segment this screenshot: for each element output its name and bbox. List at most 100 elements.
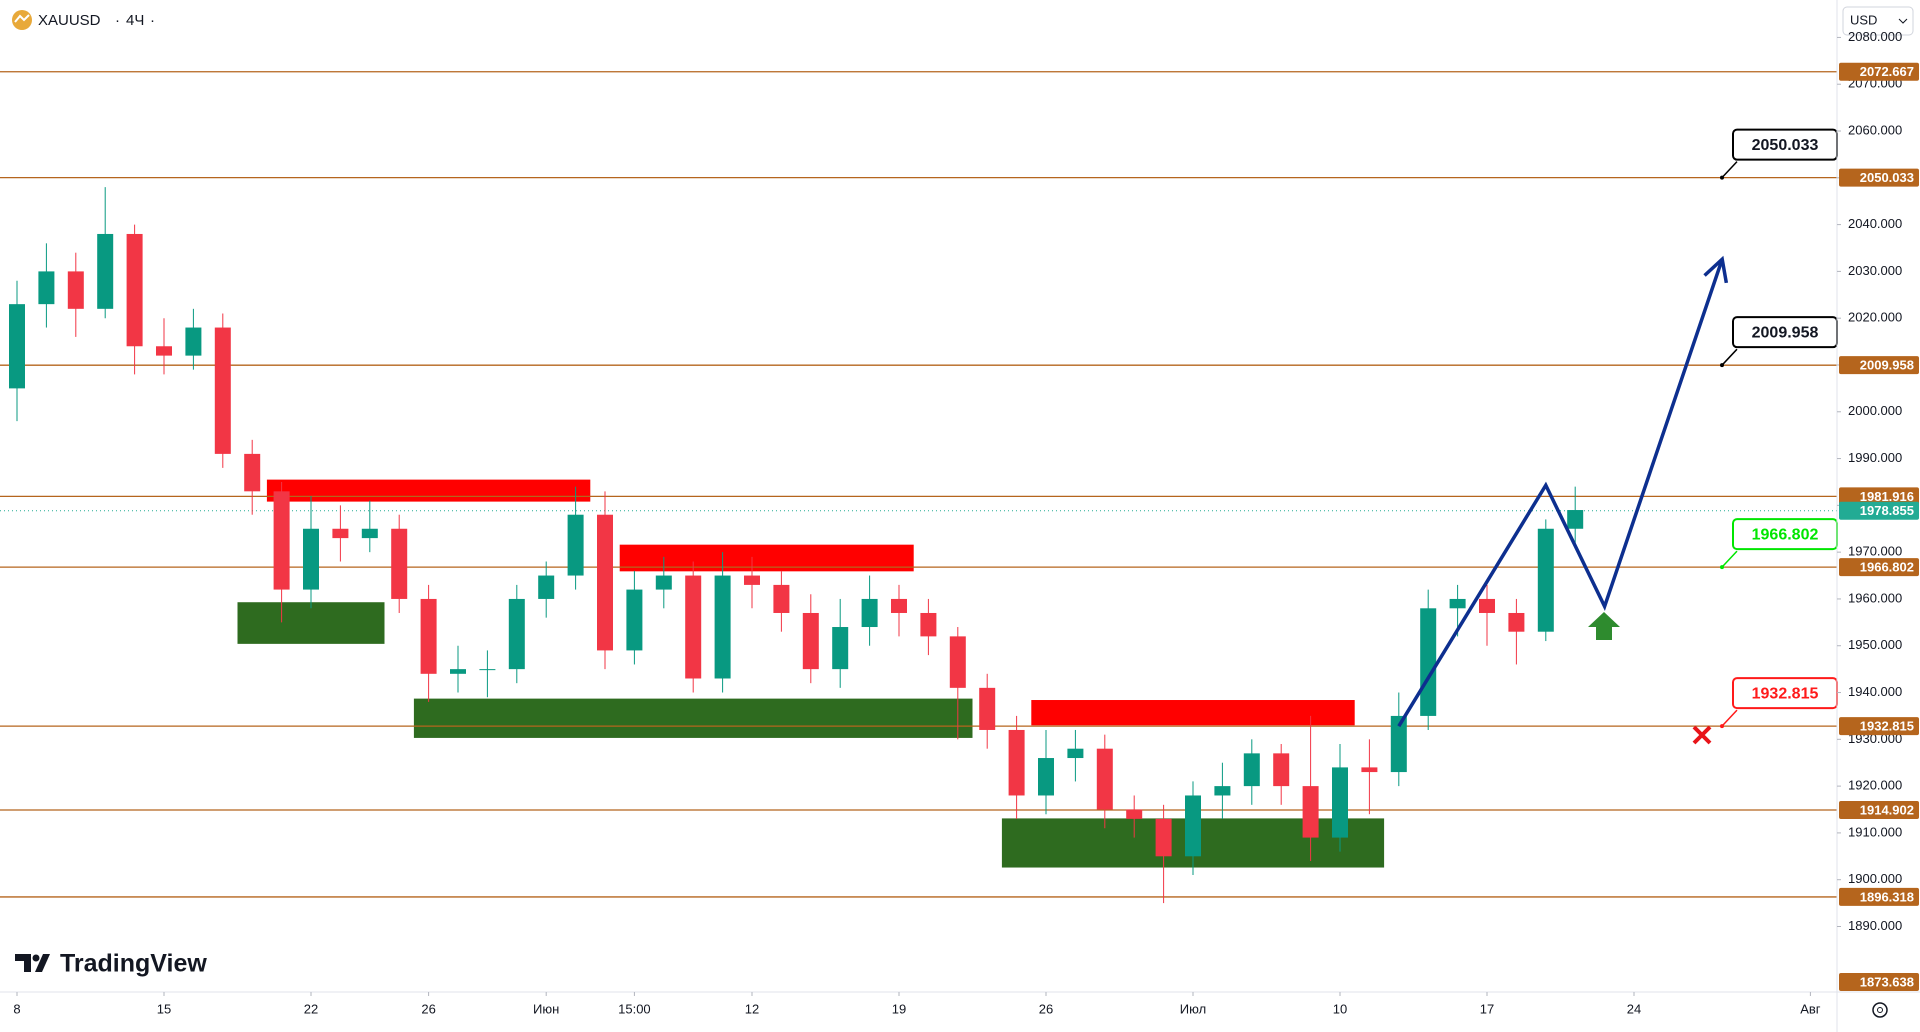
candle-body bbox=[626, 589, 643, 651]
candle-body bbox=[949, 636, 966, 688]
level-tag: 1981.916 bbox=[1860, 489, 1914, 504]
candle-body bbox=[1449, 598, 1466, 609]
level-tag-box bbox=[1839, 62, 1919, 81]
y-tick-label: 1990.000 bbox=[1848, 450, 1902, 465]
candle-body bbox=[126, 233, 143, 347]
candle-body bbox=[979, 687, 996, 730]
callout-anchor bbox=[1720, 363, 1724, 368]
level-tag: 1914.902 bbox=[1860, 802, 1914, 817]
candle-body bbox=[1508, 612, 1525, 632]
candle-body bbox=[538, 575, 555, 599]
x-tick-label: 8 bbox=[13, 1001, 20, 1016]
callout-anchor bbox=[1720, 724, 1724, 729]
symbol-icon bbox=[12, 10, 32, 30]
x-tick-label: 10 bbox=[1333, 1001, 1347, 1016]
y-tick-label: 1900.000 bbox=[1848, 871, 1902, 886]
candle-body bbox=[1302, 786, 1319, 838]
candle-body bbox=[1390, 715, 1407, 773]
y-tick-label: 1910.000 bbox=[1848, 824, 1902, 839]
candle-body bbox=[1332, 767, 1348, 838]
candle-body bbox=[38, 271, 55, 305]
currency-box[interactable] bbox=[1842, 6, 1914, 36]
symbol[interactable]: XAUUSD bbox=[38, 12, 101, 29]
candle-body bbox=[1185, 795, 1201, 857]
stop-icon bbox=[1692, 725, 1712, 745]
level-tag-box bbox=[1839, 717, 1919, 736]
settings-icon-core bbox=[1877, 1007, 1883, 1013]
level-tag: 2072.667 bbox=[1860, 64, 1914, 79]
candle-body bbox=[185, 327, 202, 356]
x-tick-label: 15 bbox=[157, 1001, 171, 1016]
y-tick-label: 2020.000 bbox=[1848, 310, 1902, 325]
callout-label: 1932.815 bbox=[1752, 685, 1819, 702]
candle-body bbox=[1008, 729, 1025, 796]
y-tick-label: 2000.000 bbox=[1848, 403, 1902, 418]
candle-body bbox=[1420, 608, 1437, 716]
candle-body bbox=[1273, 753, 1290, 787]
candle-body bbox=[244, 453, 261, 492]
callout-label: 1966.802 bbox=[1752, 526, 1819, 543]
currency[interactable]: USD bbox=[1850, 12, 1877, 27]
zone bbox=[266, 479, 591, 502]
callout-anchor bbox=[1720, 175, 1724, 180]
callout-label: 2050.033 bbox=[1752, 137, 1819, 154]
candle-body bbox=[67, 271, 84, 309]
candle-body bbox=[1096, 748, 1113, 810]
candle-body bbox=[714, 575, 731, 679]
brand-logo[interactable]: TradingView bbox=[15, 950, 207, 978]
separator: · bbox=[150, 12, 155, 29]
plot-layer: 2050.033 2009.958 1966.802 1932.815 bbox=[0, 71, 1838, 904]
x-tick-label: 19 bbox=[892, 1001, 906, 1016]
interval[interactable]: 4Ч bbox=[126, 12, 144, 29]
logo-glyph bbox=[32, 954, 40, 962]
bottom-tag-box bbox=[1839, 973, 1919, 991]
candle-body bbox=[861, 598, 878, 628]
level-tag-box bbox=[1839, 356, 1919, 375]
callout-anchor bbox=[1720, 565, 1724, 570]
candle-body bbox=[891, 598, 907, 613]
candle-body bbox=[1567, 510, 1584, 529]
current-price-tag-box bbox=[1839, 501, 1919, 520]
logo-glyph bbox=[35, 954, 50, 972]
candle-body bbox=[479, 669, 496, 671]
y-tick-label: 2030.000 bbox=[1848, 263, 1902, 278]
y-tick-label: 2060.000 bbox=[1848, 122, 1902, 137]
candle-body bbox=[273, 491, 290, 590]
x-tick-label: 15:00 bbox=[618, 1001, 651, 1016]
candle-body bbox=[1126, 809, 1143, 819]
settings-icon[interactable] bbox=[1872, 1002, 1888, 1018]
candle-body bbox=[361, 528, 378, 539]
x-tick-label: Июл bbox=[1180, 1001, 1206, 1016]
callout-pointer bbox=[1721, 550, 1738, 568]
candle-body bbox=[1214, 786, 1231, 796]
logo-glyph bbox=[15, 954, 31, 972]
x-tick-label: Июн bbox=[533, 1001, 559, 1016]
candle-body bbox=[391, 528, 408, 599]
y-tick-label: 1960.000 bbox=[1848, 590, 1902, 605]
x-tick-label: 24 bbox=[1627, 1001, 1641, 1016]
candle-body bbox=[332, 528, 349, 539]
zone bbox=[1031, 700, 1355, 726]
candle-body bbox=[508, 598, 525, 670]
candle-body bbox=[802, 612, 819, 670]
level-tag: 1896.318 bbox=[1860, 889, 1914, 904]
candle-body bbox=[303, 528, 319, 590]
candle-body bbox=[214, 327, 231, 454]
y-tick-label: 1940.000 bbox=[1848, 684, 1902, 699]
current-price-tag: 1978.855 bbox=[1860, 503, 1914, 518]
level-tag-box bbox=[1839, 558, 1919, 577]
callout-label: 2009.958 bbox=[1752, 324, 1819, 341]
level-tag-box bbox=[1839, 168, 1919, 187]
candle-body bbox=[1038, 758, 1054, 796]
x-tick-label: 26 bbox=[1039, 1001, 1053, 1016]
level-tag-box bbox=[1839, 487, 1919, 506]
bottom-tag: 1873.638 bbox=[1860, 974, 1914, 989]
candle-body bbox=[1243, 753, 1260, 787]
level-tag-box bbox=[1839, 887, 1919, 906]
candle-body bbox=[1155, 818, 1172, 857]
projection-arrowhead bbox=[1703, 255, 1729, 284]
candle-body bbox=[420, 598, 437, 674]
candle-body bbox=[97, 233, 114, 309]
